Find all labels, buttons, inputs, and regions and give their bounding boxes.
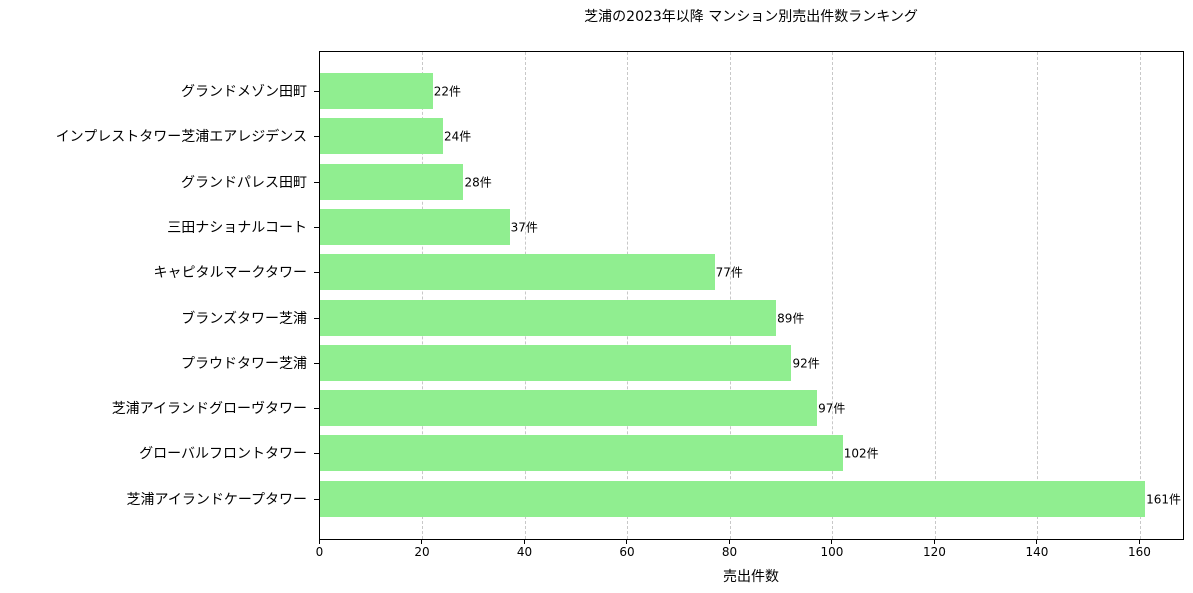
gridline [729,52,731,539]
x-tick [728,539,730,544]
x-tick-label: 140 [1025,545,1049,559]
gridline [524,52,526,539]
y-tick-label: キャピタルマークタワー [153,265,307,282]
bar [320,163,464,200]
y-tick-label: プラウドタワー芝浦 [181,355,307,372]
gridline [832,52,834,539]
y-tick [314,498,319,500]
y-tick-label: ブランズタワー芝浦 [181,310,307,327]
x-axis-label: 売出件数 [723,569,779,585]
x-tick [1138,539,1140,544]
y-tick [314,317,319,319]
bar-value-label: 92件 [792,356,820,371]
y-tick [314,272,319,274]
gridline [934,52,936,539]
bar [320,254,715,291]
gridline [627,52,629,539]
bar-value-label: 102件 [843,446,879,461]
x-tick-label: 120 [923,545,946,559]
bar [320,73,433,109]
gridline [422,52,424,539]
bar-value-label: 37件 [510,220,538,235]
x-tick [933,539,935,544]
x-tick [626,539,628,544]
bar-value-label: 89件 [777,311,805,325]
y-tick [314,91,319,92]
y-tick-label: 芝浦アイランドグローヴタワー [111,401,307,418]
y-tick-label: グランドパレス田町 [181,174,307,191]
bar [320,208,510,245]
bar-value-label: 24件 [443,129,472,144]
bar [320,435,843,472]
y-tick-label: 三田ナショナルコート [167,219,307,236]
bar-value-label: 161件 [1146,492,1181,507]
y-tick-label: グランドメゾン田町 [181,84,307,100]
x-tick-label: 100 [820,545,844,559]
bar-value-label: 22件 [433,84,462,99]
x-tick-label: 20 [414,545,430,559]
bar [320,344,792,381]
y-tick [314,226,319,228]
x-tick [421,539,423,544]
bar [320,390,818,427]
y-tick [314,136,319,138]
gridline [1139,52,1141,539]
x-tick-label: 40 [516,545,533,559]
bar [320,118,443,155]
x-tick [319,539,320,544]
bar-value-label: 28件 [464,175,492,190]
y-tick [314,362,319,364]
y-tick [314,408,319,410]
y-tick [314,181,319,183]
gridline [1037,52,1039,539]
y-tick [314,453,319,455]
x-tick [523,539,525,544]
x-tick-label: 80 [721,545,738,559]
bar [320,480,1146,517]
x-tick-label: 160 [1127,545,1151,559]
x-tick [1036,539,1038,544]
plot-area: 22件 24件 28件 37件 77件 89件 92件 97件 102件 161件 [319,51,1184,540]
x-tick [831,539,833,544]
bar [320,299,777,336]
x-tick-label: 60 [619,545,635,559]
bar-value-label: 77件 [715,265,743,280]
x-tick-label: 0 [315,545,324,559]
y-tick-label: インプレストタワー芝浦エアレジデンス [55,129,307,146]
y-tick-label: グローバルフロントタワー [139,446,307,463]
bar-value-label: 97件 [818,401,846,416]
chart-title: 芝浦の2023年以降 マンション別売出件数ランキング [584,9,918,25]
y-tick-label: 芝浦アイランドケープタワー [126,491,307,508]
